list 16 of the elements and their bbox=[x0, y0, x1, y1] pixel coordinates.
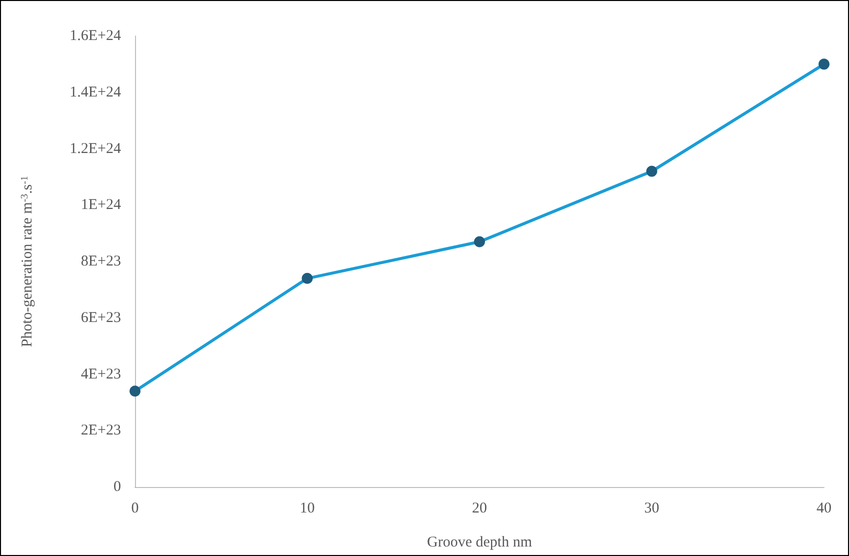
x-tick-label: 0 bbox=[131, 500, 139, 516]
y-tick-label: 1.2E+24 bbox=[70, 140, 122, 157]
y-tick-label: 2E+23 bbox=[80, 422, 121, 439]
y-tick-label: 1.4E+24 bbox=[70, 84, 122, 100]
y-tick-label: 1.6E+24 bbox=[70, 28, 122, 44]
y-tick-label: 6E+23 bbox=[80, 310, 121, 326]
x-axis-title: Groove depth nm bbox=[427, 534, 532, 550]
x-tick-label: 40 bbox=[816, 500, 832, 516]
y-tick-label: 4E+23 bbox=[80, 366, 121, 382]
y-axis-title: Photo-generation rate m-3.s-1 bbox=[20, 176, 36, 348]
y-tick-label: 0 bbox=[114, 479, 121, 495]
y-tick-label: 8E+23 bbox=[80, 254, 121, 270]
x-tick-label: 30 bbox=[644, 500, 660, 516]
y-tick-label: 1E+24 bbox=[80, 197, 122, 214]
x-tick-label: 20 bbox=[472, 500, 487, 516]
x-tick-label: 10 bbox=[300, 500, 315, 516]
